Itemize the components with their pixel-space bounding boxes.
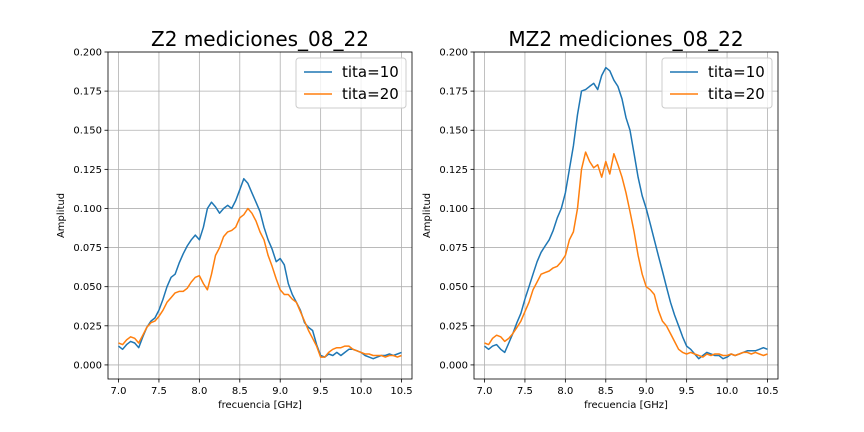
- left-y-tick-label: 0.175: [73, 87, 102, 98]
- left-y-axis-label: Amplitud: [56, 193, 67, 238]
- left-y-tick-label: 0.050: [73, 282, 102, 293]
- left-x-tick-label: 8.5: [232, 386, 248, 397]
- left-y-tick-label: 0.025: [73, 321, 102, 332]
- left-x-axis-label: frecuencia [GHz]: [218, 400, 302, 411]
- left-x-tick-label: 10.5: [390, 386, 412, 397]
- right-legend-label-tita20: tita=20: [708, 85, 765, 103]
- left-legend-label-tita20: tita=20: [342, 85, 399, 103]
- right-x-tick-label: 9.0: [638, 386, 654, 397]
- left-y-tick-label: 0.000: [73, 360, 102, 371]
- right-y-axis-label: Amplitud: [422, 193, 433, 238]
- left-legend-label-tita10: tita=10: [342, 63, 399, 81]
- right-x-tick-label: 8.5: [598, 386, 614, 397]
- right-chart-panel: 7.0 7.5 8.0 8.5 9.0 9.5 10.0 10.5 0.000 0.025 0.05…: [422, 27, 779, 411]
- right-y-tick-label: 0.050: [439, 282, 468, 293]
- left-x-tick-label: 9.5: [313, 386, 329, 397]
- right-y-tick-label: 0.000: [439, 360, 468, 371]
- left-axes: 7.0 7.5 8.0 8.5 9.0 9.5 10.0 10.5 0.000 0.025 0.05…: [73, 48, 412, 398]
- right-y-tick-label: 0.100: [439, 204, 468, 215]
- left-series-lines: [118, 177, 402, 360]
- left-legend-box: [295, 57, 407, 109]
- left-x-tick-label: 8.0: [191, 386, 207, 397]
- right-legend-box: [661, 57, 773, 109]
- left-y-tick-label: 0.150: [73, 126, 102, 137]
- right-y-tick-label: 0.125: [439, 165, 468, 176]
- right-y-tick-label: 0.075: [439, 243, 468, 254]
- left-chart-title: Z2 mediciones_08_22: [151, 27, 369, 51]
- left-x-tick-label: 7.5: [151, 386, 167, 397]
- left-legend: tita=10 tita=20: [295, 57, 407, 109]
- right-x-axis-label: frecuencia [GHz]: [584, 400, 668, 411]
- right-series-line-tita20: [484, 151, 768, 358]
- right-legend: tita=10 tita=20: [661, 57, 773, 109]
- right-y-tick-label: 0.150: [439, 126, 468, 137]
- right-x-tick-label: 9.5: [679, 386, 695, 397]
- right-y-tick-label: 0.025: [439, 321, 468, 332]
- left-y-tick-label: 0.200: [73, 48, 102, 59]
- right-y-tick-label: 0.200: [439, 48, 468, 59]
- right-series-line-tita10: [484, 66, 768, 360]
- right-x-tick-label: 7.0: [477, 386, 493, 397]
- right-y-tick-label: 0.175: [439, 87, 468, 98]
- left-series-line-tita20: [118, 207, 402, 358]
- left-axes-frame: [107, 51, 413, 380]
- right-x-tick-label: 8.0: [557, 386, 573, 397]
- right-x-tick-label: 10.0: [716, 386, 738, 397]
- right-x-tick-label: 7.5: [517, 386, 533, 397]
- right-series-lines: [484, 66, 768, 360]
- right-chart-title: MZ2 mediciones_08_22: [508, 27, 743, 51]
- left-chart-panel: 7.0 7.5 8.0 8.5 9.0 9.5 10.0 10.5 0.000 0.025 0.05…: [56, 27, 413, 411]
- left-y-tick-label: 0.125: [73, 165, 102, 176]
- left-x-tick-label: 10.0: [350, 386, 372, 397]
- right-legend-label-tita10: tita=10: [708, 63, 765, 81]
- right-axes-frame: [473, 51, 779, 380]
- right-axes: 7.0 7.5 8.0 8.5 9.0 9.5 10.0 10.5 0.000 0.025 0.05…: [439, 48, 778, 398]
- left-x-tick-label: 9.0: [272, 386, 288, 397]
- left-y-tick-label: 0.075: [73, 243, 102, 254]
- left-x-tick-label: 7.0: [111, 386, 127, 397]
- right-x-tick-label: 10.5: [756, 386, 778, 397]
- left-y-tick-label: 0.100: [73, 204, 102, 215]
